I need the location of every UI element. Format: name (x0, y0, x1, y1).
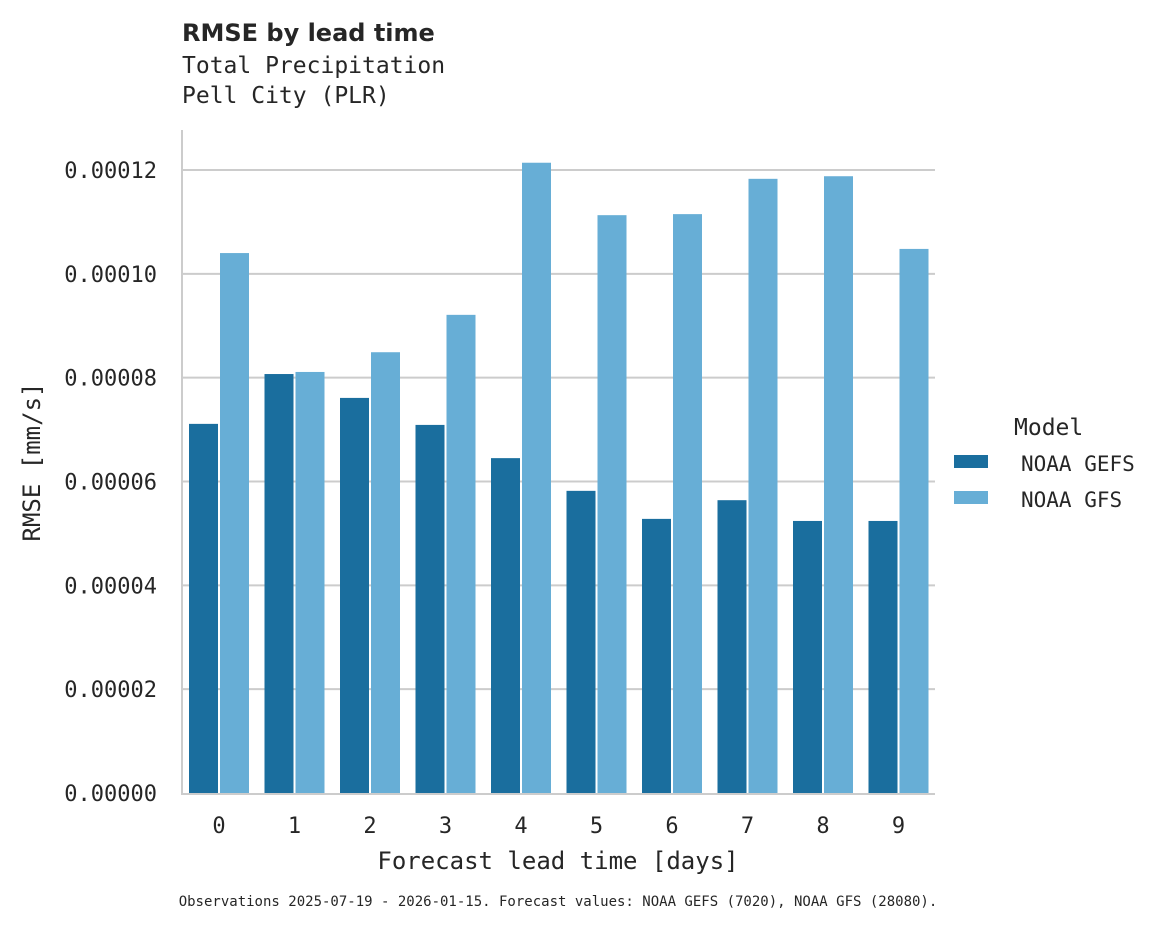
y-tick-labels: 0.00000 0.00002 0.00004 0.00006 0.00008 0.000… (64, 159, 157, 807)
bar-noaa-gefs-7 (717, 500, 747, 793)
legend-label-noaa-gefs: NOAA GEFS (1021, 452, 1135, 476)
y-axis-label: RMSE [mm/s] (18, 383, 46, 542)
x-tick-label: 9 (892, 814, 905, 839)
x-tick-label: 8 (816, 814, 829, 839)
bar-noaa-gefs-0 (189, 423, 218, 793)
x-tick-label: 4 (514, 814, 527, 839)
bars (189, 162, 929, 794)
x-tick-labels: 0 1 2 3 4 5 6 7 8 9 (212, 814, 905, 839)
legend-swatch-noaa-gefs (954, 455, 988, 468)
bar-noaa-gfs-0 (220, 253, 249, 794)
bar-noaa-gefs-4 (491, 458, 520, 793)
legend-swatch-noaa-gfs (954, 491, 988, 504)
gridlines (182, 169, 935, 691)
y-tick-label: 0.00010 (64, 263, 157, 288)
legend-title: Model (1014, 415, 1083, 441)
chart-title: RMSE by lead time (182, 19, 435, 47)
x-tick-label: 1 (288, 814, 301, 839)
bar-noaa-gefs-5 (566, 490, 596, 793)
y-tick-label: 0.00000 (64, 782, 157, 807)
x-axis-label: Forecast lead time [days] (377, 847, 738, 875)
x-tick-label: 0 (212, 814, 225, 839)
bar-noaa-gfs-7 (748, 178, 778, 794)
y-tick-label: 0.00002 (64, 678, 157, 703)
x-tick-label: 3 (439, 814, 452, 839)
y-tick-label: 0.00008 (64, 367, 157, 392)
bar-noaa-gefs-3 (415, 424, 445, 793)
y-tick-label: 0.00012 (64, 159, 157, 184)
legend: Model NOAA GEFS NOAA GFS (954, 415, 1135, 512)
bar-noaa-gfs-1 (295, 371, 325, 793)
bar-noaa-gfs-8 (824, 176, 853, 794)
bar-noaa-gefs-6 (642, 518, 671, 793)
bar-noaa-gfs-2 (371, 352, 400, 793)
chart-subtitle-line-1: Total Precipitation (182, 53, 445, 79)
bar-noaa-gefs-8 (793, 520, 822, 793)
x-tick-label: 6 (665, 814, 678, 839)
x-tick-label: 5 (590, 814, 603, 839)
bar-noaa-gefs-1 (264, 374, 294, 793)
bar-noaa-gfs-5 (597, 215, 627, 794)
bar-noaa-gfs-6 (673, 214, 702, 794)
bar-noaa-gfs-3 (446, 314, 476, 793)
bar-noaa-gfs-4 (522, 162, 551, 793)
bar-noaa-gefs-9 (868, 520, 898, 793)
x-tick-label: 2 (363, 814, 376, 839)
y-tick-label: 0.00006 (64, 471, 157, 496)
bar-noaa-gfs-9 (899, 248, 929, 793)
legend-label-noaa-gfs: NOAA GFS (1021, 488, 1122, 512)
footnote: Observations 2025-07-19 - 2026-01-15. Fo… (179, 894, 938, 910)
x-tick-label: 7 (741, 814, 754, 839)
chart-subtitle-line-2: Pell City (PLR) (182, 83, 390, 109)
y-tick-label: 0.00004 (64, 574, 157, 599)
bar-noaa-gefs-2 (340, 397, 369, 793)
